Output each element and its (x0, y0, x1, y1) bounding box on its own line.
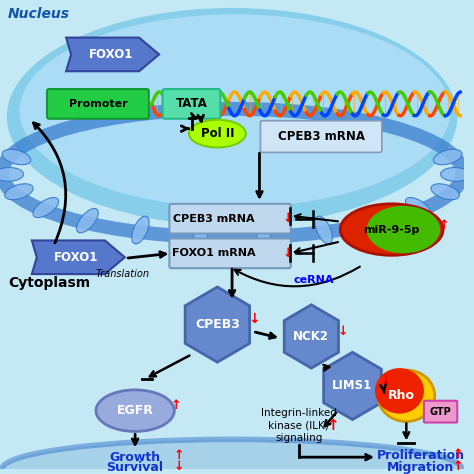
Ellipse shape (405, 198, 431, 218)
Polygon shape (185, 287, 250, 362)
Text: Cytoplasm: Cytoplasm (8, 276, 90, 290)
Text: ↑: ↑ (174, 449, 184, 462)
Text: FOXO1: FOXO1 (54, 251, 99, 264)
Text: ↑: ↑ (171, 399, 182, 412)
Text: ↓: ↓ (249, 311, 260, 326)
Text: ↓: ↓ (283, 212, 293, 225)
Ellipse shape (2, 439, 462, 474)
Ellipse shape (0, 167, 24, 182)
Ellipse shape (33, 198, 59, 218)
Polygon shape (66, 37, 159, 71)
Text: ↑: ↑ (327, 418, 339, 433)
Text: FOXO1 mRNA: FOXO1 mRNA (172, 248, 255, 258)
Text: CPEB3 mRNA: CPEB3 mRNA (278, 130, 365, 143)
Ellipse shape (132, 216, 149, 244)
Text: Pol II: Pol II (201, 127, 234, 140)
Text: ↓: ↓ (381, 374, 391, 387)
Polygon shape (284, 305, 338, 368)
Text: ↓: ↓ (174, 460, 184, 473)
Text: Translation: Translation (95, 269, 149, 279)
FancyBboxPatch shape (260, 121, 382, 152)
Text: ceRNA: ceRNA (293, 275, 334, 285)
Ellipse shape (375, 368, 424, 414)
Text: FOXO1: FOXO1 (89, 48, 133, 61)
Ellipse shape (189, 120, 246, 147)
Ellipse shape (193, 220, 208, 250)
Text: ↑: ↑ (453, 448, 464, 461)
FancyBboxPatch shape (169, 204, 291, 234)
Ellipse shape (96, 390, 174, 431)
Ellipse shape (256, 220, 271, 250)
Text: GTP: GTP (430, 407, 451, 417)
Text: Migration: Migration (387, 461, 455, 474)
Text: Growth: Growth (109, 451, 161, 464)
Ellipse shape (433, 149, 462, 165)
Text: Rho: Rho (388, 389, 415, 402)
FancyBboxPatch shape (424, 401, 457, 422)
Text: EGFR: EGFR (117, 404, 154, 417)
Ellipse shape (366, 209, 388, 233)
Text: ↓: ↓ (337, 325, 348, 338)
Polygon shape (324, 352, 381, 419)
Ellipse shape (440, 167, 470, 182)
FancyBboxPatch shape (169, 238, 291, 268)
Text: LIMS1: LIMS1 (332, 379, 373, 392)
Text: ↓: ↓ (283, 247, 293, 260)
Text: Integrin-linked
kinase (ILK)
signaling: Integrin-linked kinase (ILK) signaling (261, 408, 337, 443)
Polygon shape (32, 240, 125, 274)
Ellipse shape (5, 184, 33, 200)
Ellipse shape (367, 206, 440, 253)
Ellipse shape (431, 184, 459, 200)
Text: Nucleus: Nucleus (8, 7, 70, 21)
Ellipse shape (7, 8, 457, 226)
Ellipse shape (77, 209, 98, 233)
Text: miR-9-5p: miR-9-5p (364, 225, 420, 235)
Ellipse shape (340, 204, 443, 255)
Text: TATA: TATA (176, 97, 208, 110)
Text: CPEB3 mRNA: CPEB3 mRNA (173, 214, 254, 224)
Text: Promoter: Promoter (69, 99, 127, 109)
FancyBboxPatch shape (163, 89, 220, 119)
Text: Survival: Survival (107, 461, 164, 474)
Text: Proliferation: Proliferation (377, 449, 465, 462)
Ellipse shape (19, 14, 450, 207)
Text: ↑: ↑ (453, 460, 464, 473)
FancyBboxPatch shape (47, 89, 149, 119)
Text: CPEB3: CPEB3 (195, 318, 240, 331)
Ellipse shape (315, 216, 332, 244)
Ellipse shape (2, 149, 31, 165)
Ellipse shape (378, 370, 435, 421)
Text: ↑: ↑ (438, 219, 449, 232)
Text: NCK2: NCK2 (293, 330, 329, 343)
